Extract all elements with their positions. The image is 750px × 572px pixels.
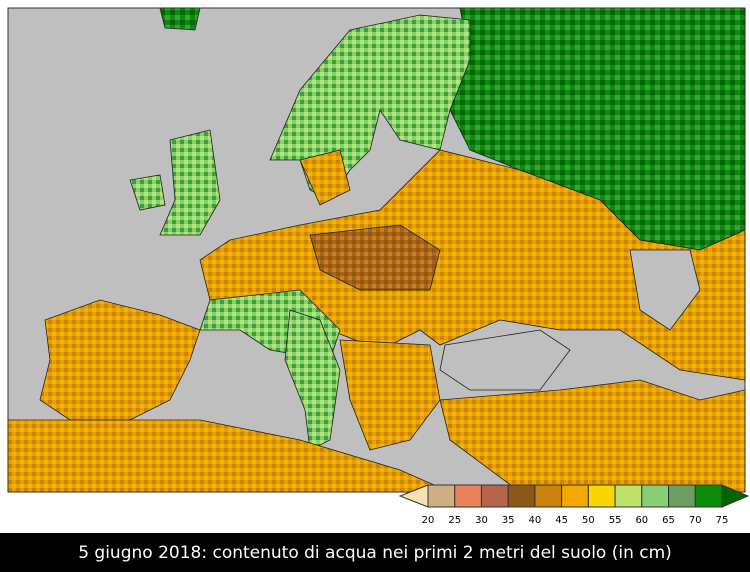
colorbar-box <box>668 484 696 508</box>
colorbar-box <box>454 484 482 508</box>
colorbar-box <box>561 484 589 508</box>
colorbar-label: 60 <box>635 515 648 526</box>
colorbar-box <box>534 484 563 508</box>
colorbar-box <box>480 484 509 508</box>
land <box>7 7 746 493</box>
colorbar-box <box>427 484 456 508</box>
caption-bar <box>0 533 750 572</box>
colorbar: 20 25 30 35 40 45 50 55 60 65 70 75 <box>398 484 750 526</box>
colorbar-box <box>507 484 536 508</box>
colorbar-label: 25 <box>448 515 461 526</box>
colorbar-box <box>694 484 723 508</box>
colorbar-label: 50 <box>582 515 595 526</box>
colorbar-label: 45 <box>555 515 568 526</box>
colorbar-label: 65 <box>662 515 675 526</box>
colorbar-label: 40 <box>529 515 542 526</box>
colorbar-label: 75 <box>716 515 729 526</box>
colorbar-label: 30 <box>475 515 488 526</box>
colorbar-box <box>587 484 616 508</box>
colorbar-arrow-high <box>721 484 750 508</box>
colorbar-box <box>614 484 643 508</box>
caption: 5 giugno 2018: contenuto di acqua nei pr… <box>78 543 672 563</box>
colorbar-label: 55 <box>609 515 622 526</box>
colorbar-label: 35 <box>502 515 515 526</box>
colorbar-label: 20 <box>422 515 435 526</box>
colorbar-box <box>641 484 670 508</box>
colorbar-label: 70 <box>689 515 702 526</box>
